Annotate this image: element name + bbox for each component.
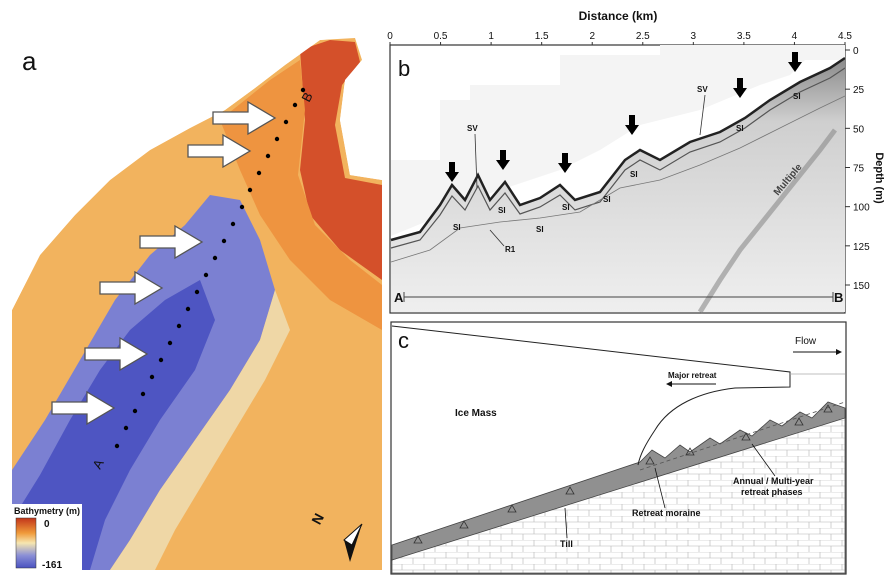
profile-line-dots — [114, 87, 306, 449]
y-tick-label: 50 — [853, 124, 865, 135]
y-axis-ticks: 0 25 50 75 100 125 150 — [845, 46, 870, 292]
till-layer — [391, 401, 846, 561]
retreat-arrow-icon — [666, 381, 672, 387]
major-retreat-label: Major retreat — [668, 371, 717, 380]
x-tick-label: 3.5 — [737, 31, 751, 42]
panel-b-label: b — [398, 56, 410, 81]
flow-label: Flow — [795, 336, 817, 347]
si-label: SI — [793, 92, 801, 101]
flow-arrow-icon — [836, 349, 842, 355]
bathymetry-legend: Bathymetry (m) 0 -161 — [12, 504, 82, 574]
si-label: SI — [536, 225, 544, 234]
si-label: SI — [498, 206, 506, 215]
y-tick-label: 25 — [853, 85, 865, 96]
sv-label-right: SV — [697, 85, 708, 94]
panel-a-bathymetry-map: a A B Bathymetry (m) 0 -161 N — [0, 0, 382, 577]
y-tick-label: 100 — [853, 203, 870, 214]
retreat-phases-label-line1: Annual / Multi-year — [733, 476, 814, 486]
profile-start-label-b: A — [394, 290, 404, 305]
down-arrow-icon — [445, 162, 459, 182]
triangle-icon — [794, 417, 804, 426]
triangle-icon — [685, 447, 695, 456]
triangle-icon — [459, 520, 469, 529]
legend-color-ramp — [15, 517, 37, 569]
x-tick-label: 1.5 — [535, 31, 549, 42]
triangle-icon — [823, 404, 833, 413]
arrow-icon — [139, 224, 204, 260]
y-tick-label: 75 — [853, 164, 865, 175]
panel-b-seismic-profile: Distance (km) 0 0.5 1 1.5 2 2.5 3 3.5 4 4.5 Depth… — [387, 9, 885, 314]
x-tick-label: 4.5 — [838, 31, 852, 42]
triangle-icon — [645, 456, 655, 465]
x-tick-label: 1 — [488, 31, 494, 42]
legend-min: -161 — [42, 560, 62, 571]
moraine-arrows — [445, 52, 802, 182]
profile-end-label-b: B — [834, 290, 843, 305]
triangle-icon — [507, 504, 517, 513]
triangle-icon — [741, 432, 751, 441]
x-tick-label: 4 — [792, 31, 798, 42]
si-label: SI — [453, 223, 461, 232]
si-labels: SI SI SI SI SI SI SI SI — [453, 92, 801, 234]
down-arrow-icon — [788, 52, 802, 72]
channel-fringe — [110, 290, 290, 570]
y-tick-label: 150 — [853, 281, 870, 292]
till-label: Till — [560, 539, 573, 549]
r1-label: R1 — [505, 245, 516, 254]
arrow-icon — [84, 336, 149, 372]
x-tick-label: 3 — [691, 31, 697, 42]
down-arrow-icon — [625, 115, 639, 135]
deepest-channel — [12, 280, 215, 570]
multiple-reflector — [697, 128, 837, 314]
si-label: SI — [630, 170, 638, 179]
down-arrow-icon — [496, 150, 510, 170]
sv-label-left: SV — [467, 124, 478, 133]
panel-c-schematic: Flow Major retreat Ice Mass Annual / Mul… — [390, 321, 847, 575]
triangle-icon — [413, 535, 423, 544]
upper-orange-zone — [220, 60, 382, 330]
panel-a-label: a — [22, 46, 37, 76]
x-axis-title: Distance (km) — [579, 9, 658, 23]
retreat-moraine-label: Retreat moraine — [632, 508, 701, 518]
arrow-icon — [212, 100, 277, 136]
si-label: SI — [736, 124, 744, 133]
panel-c-label: c — [398, 328, 409, 353]
x-tick-label: 0.5 — [434, 31, 448, 42]
triangle-icon — [565, 486, 575, 495]
si-label: SI — [603, 195, 611, 204]
ice-flow-arrows — [51, 100, 277, 426]
seafloor-reflector — [390, 56, 846, 242]
shallow-ridge — [300, 40, 382, 280]
x-tick-label: 2 — [589, 31, 595, 42]
down-arrow-icon — [558, 153, 572, 173]
arrow-icon — [51, 390, 116, 426]
y-axis-title: Depth (m) — [873, 152, 885, 204]
down-arrow-icon — [733, 78, 747, 98]
arrow-icon — [99, 270, 164, 306]
y-tick-label: 125 — [853, 242, 870, 253]
si-label: SI — [562, 203, 570, 212]
legend-title: Bathymetry (m) — [14, 506, 80, 516]
arrow-icon — [187, 133, 252, 169]
ice-mass-outline — [391, 325, 791, 466]
legend-max: 0 — [44, 519, 50, 530]
seafloor-sediment — [391, 58, 845, 312]
ice-mass-label: Ice Mass — [455, 408, 497, 419]
y-tick-label: 0 — [853, 46, 859, 57]
clast-symbols — [413, 404, 833, 544]
x-tick-label: 0 — [387, 31, 393, 42]
x-tick-label: 2.5 — [636, 31, 650, 42]
retreat-phases-label-line2: retreat phases — [741, 487, 803, 497]
